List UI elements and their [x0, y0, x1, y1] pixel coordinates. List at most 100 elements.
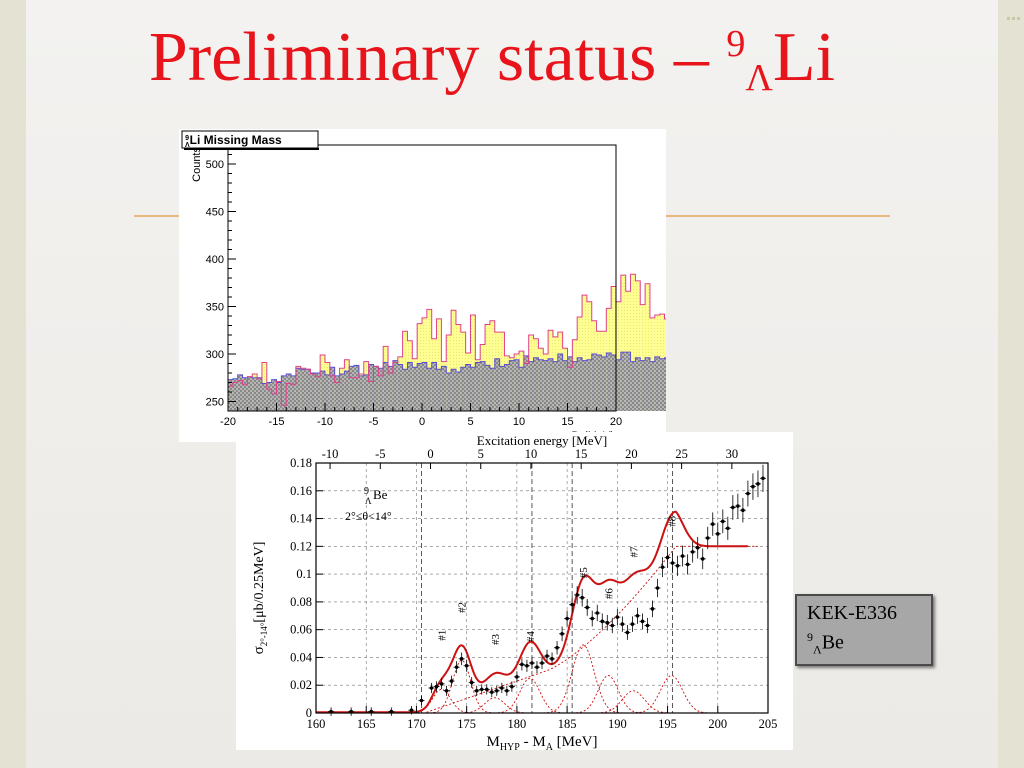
- background-fit: [426, 545, 758, 713]
- data-point: [550, 657, 554, 661]
- data-point: [635, 613, 640, 618]
- background-bar: [640, 360, 646, 411]
- background-bar: [538, 359, 544, 411]
- background-bar: [548, 358, 553, 411]
- xtick-label: 15: [561, 416, 573, 428]
- peak-label: #7: [628, 546, 640, 558]
- data-point: [500, 686, 504, 690]
- background-bar: [388, 366, 393, 411]
- xtick-label: 5: [467, 416, 473, 428]
- background-bar: [480, 361, 486, 411]
- peak-label: #3: [490, 633, 502, 645]
- background-bar: [291, 375, 296, 411]
- data-point: [761, 476, 765, 481]
- data-point: [479, 687, 484, 692]
- data-point: [665, 555, 670, 560]
- data-point: [640, 619, 645, 624]
- y-label-part: σ: [251, 646, 267, 654]
- background-bar: [334, 375, 340, 411]
- background-bar: [242, 377, 248, 411]
- xtick-label: 160: [307, 717, 326, 731]
- background-bar: [300, 369, 306, 411]
- background-bar: [286, 373, 292, 411]
- background-bar: [252, 377, 258, 411]
- signal-outline: [228, 273, 666, 406]
- background-bar: [460, 367, 466, 411]
- background-bar: [261, 383, 267, 411]
- background-bar: [228, 379, 233, 411]
- top-tick-label: 30: [726, 447, 739, 461]
- chart-title-box: 9 ΛLi Missing Mass: [181, 130, 319, 150]
- signal-bar: [582, 295, 587, 411]
- data-point: [434, 684, 439, 689]
- ytick-label: 0.06: [290, 623, 312, 637]
- background-bar: [635, 357, 641, 411]
- top-tick-label: -5: [375, 447, 385, 461]
- background-bar: [489, 368, 495, 411]
- data-point: [756, 482, 760, 486]
- background-bar: [315, 373, 321, 411]
- background-bar: [378, 368, 384, 411]
- peak-label: #8: [667, 515, 679, 527]
- data-point: [409, 708, 414, 713]
- data-point: [590, 616, 595, 621]
- background-bar: [543, 360, 549, 411]
- x-label-part: - M: [520, 734, 546, 750]
- xtick-label: -10: [317, 416, 333, 428]
- background-bar: [504, 364, 510, 411]
- total-fit: [316, 510, 748, 714]
- background-bar: [237, 374, 243, 411]
- signal-bar: [455, 324, 461, 411]
- peak-component: [589, 690, 678, 714]
- data-point: [510, 684, 514, 689]
- background-bar: [247, 376, 253, 411]
- background-bar: [533, 357, 539, 411]
- data-point: [570, 602, 574, 607]
- title-rule-left: [134, 215, 184, 217]
- label-angle: 2°≤θ<14°: [345, 509, 392, 523]
- background-bar: [329, 367, 335, 411]
- background-bar: [339, 373, 345, 411]
- signal-bar: [436, 318, 442, 411]
- background-bar: [383, 362, 389, 411]
- xtick-label: 180: [508, 717, 527, 731]
- ytick-label: 0.14: [290, 512, 313, 526]
- background-bar: [358, 375, 364, 411]
- peak-label: #5: [578, 567, 590, 579]
- background-bar: [276, 382, 282, 411]
- background-bar: [431, 362, 437, 411]
- background-bar: [611, 354, 616, 411]
- xtick-label: 205: [759, 717, 778, 731]
- background-bar: [325, 374, 330, 411]
- background-bar: [523, 355, 529, 411]
- ytick-label: 0.16: [290, 484, 312, 498]
- background-bar: [620, 352, 626, 411]
- data-point: [585, 605, 589, 610]
- background-bar: [645, 357, 650, 411]
- top-tick-label: 25: [675, 447, 688, 461]
- signal-bar: [426, 309, 432, 411]
- data-point: [610, 623, 615, 628]
- background-bar: [451, 369, 456, 411]
- background-bar: [407, 362, 413, 411]
- data-point: [439, 682, 444, 686]
- background-bar: [625, 352, 631, 411]
- background-bar: [305, 369, 311, 411]
- xtick-label: 190: [608, 717, 627, 731]
- data-point: [726, 526, 730, 531]
- background-bar: [436, 369, 442, 411]
- data-point: [685, 562, 690, 567]
- background-bar: [630, 361, 636, 411]
- data-point: [545, 654, 549, 658]
- data-point: [660, 565, 665, 569]
- data-point: [535, 665, 539, 669]
- data-point: [575, 593, 579, 597]
- background-bar: [368, 364, 374, 411]
- xtick-label: 10: [513, 416, 525, 428]
- background-bar: [446, 373, 452, 411]
- signal-bar: [470, 315, 476, 411]
- chart-title: 9 ΛLi Missing Mass: [185, 133, 282, 149]
- ytick-label: 350: [206, 302, 224, 314]
- signal-bar: [489, 320, 495, 411]
- background-bar: [509, 360, 515, 411]
